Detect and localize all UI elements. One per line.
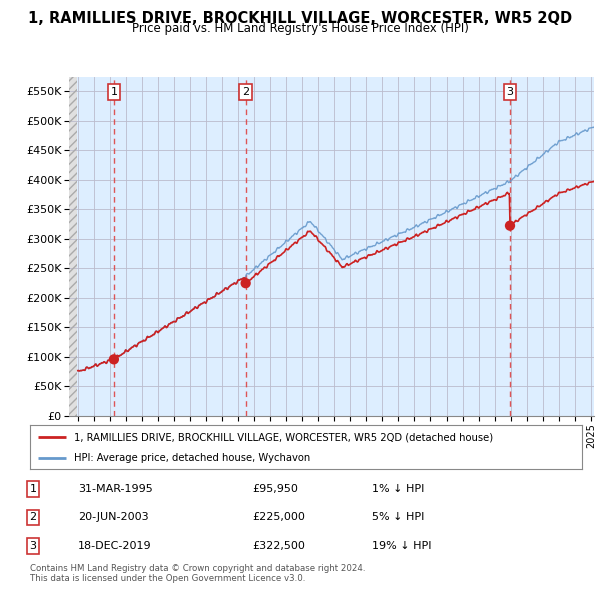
Text: 2: 2 (29, 513, 37, 522)
Text: 3: 3 (29, 541, 37, 550)
Text: Contains HM Land Registry data © Crown copyright and database right 2024.
This d: Contains HM Land Registry data © Crown c… (30, 563, 365, 583)
Point (109, 355, 119, 364)
Text: 31-MAR-1995: 31-MAR-1995 (78, 484, 153, 494)
Text: 3: 3 (506, 87, 514, 97)
Text: 1: 1 (110, 87, 118, 97)
Text: HPI: Average price, detached house, Wychavon: HPI: Average price, detached house, Wych… (74, 453, 310, 463)
Text: 1: 1 (29, 484, 37, 494)
Point (241, 278, 250, 288)
Text: Price paid vs. HM Land Registry's House Price Index (HPI): Price paid vs. HM Land Registry's House … (131, 22, 469, 35)
Text: 20-JUN-2003: 20-JUN-2003 (78, 513, 149, 522)
Bar (65, 77, 77, 416)
Text: 1, RAMILLIES DRIVE, BROCKHILL VILLAGE, WORCESTER, WR5 2QD (detached house): 1, RAMILLIES DRIVE, BROCKHILL VILLAGE, W… (74, 432, 493, 442)
Text: £225,000: £225,000 (252, 513, 305, 522)
Text: £322,500: £322,500 (252, 541, 305, 550)
Text: 19% ↓ HPI: 19% ↓ HPI (372, 541, 431, 550)
Text: 5% ↓ HPI: 5% ↓ HPI (372, 513, 424, 522)
Text: 18-DEC-2019: 18-DEC-2019 (78, 541, 152, 550)
Text: £95,950: £95,950 (252, 484, 298, 494)
Text: 2: 2 (242, 87, 249, 97)
Text: 1% ↓ HPI: 1% ↓ HPI (372, 484, 424, 494)
Bar (65, 77, 77, 416)
Text: 1, RAMILLIES DRIVE, BROCKHILL VILLAGE, WORCESTER, WR5 2QD: 1, RAMILLIES DRIVE, BROCKHILL VILLAGE, W… (28, 11, 572, 25)
Point (505, 221, 515, 231)
